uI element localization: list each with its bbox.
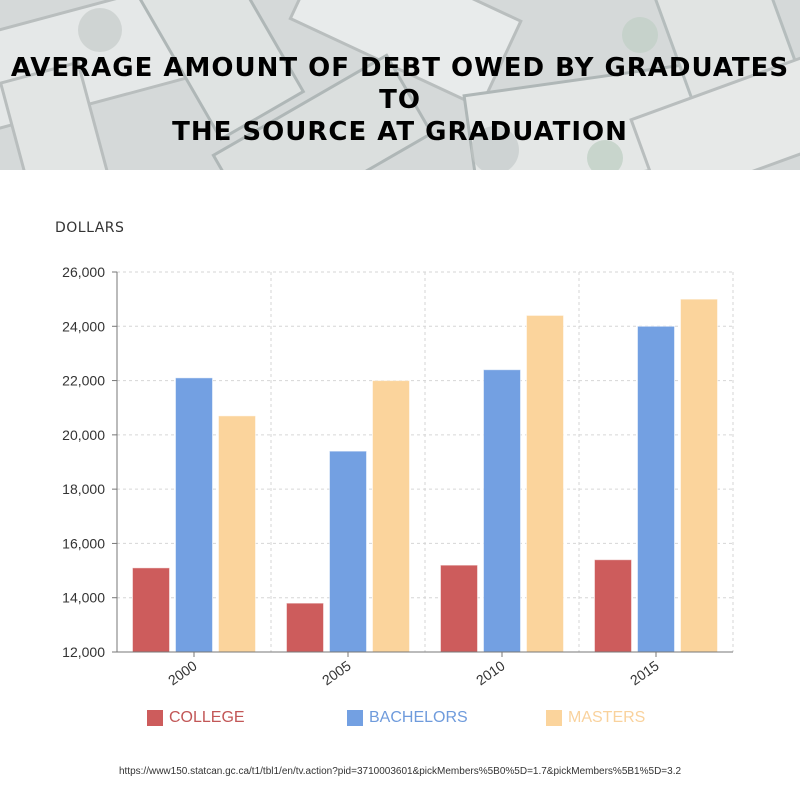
bar-bachelors-2005 [329, 450, 367, 653]
y-tick-label: 26,000 [62, 264, 105, 280]
legend-item-bachelors[interactable]: BACHELORS [347, 708, 468, 728]
legend-swatch-college [147, 710, 163, 726]
legend-label-college: COLLEGE [169, 709, 245, 726]
bar-bachelors-2015 [637, 325, 675, 653]
x-tick-label: 2010 [473, 657, 508, 688]
legend-item-college[interactable]: COLLEGE [147, 708, 245, 728]
legend-label-bachelors: BACHELORS [369, 709, 468, 726]
bar-bachelors-2000 [175, 377, 213, 653]
bar-masters-2010 [526, 314, 564, 653]
bar-college-2015 [594, 559, 632, 653]
bar-masters-2000 [218, 415, 256, 653]
chart-title-line1: AVERAGE AMOUNT OF DEBT OWED BY GRADUATES… [10, 53, 790, 115]
bar-college-2005 [286, 602, 324, 653]
y-tick-label: 14,000 [62, 590, 105, 606]
header-banner: AVERAGE AMOUNT OF DEBT OWED BY GRADUATES… [0, 0, 800, 170]
y-tick-label: 24,000 [62, 318, 105, 334]
legend-swatch-masters [546, 710, 562, 726]
y-tick-label: 12,000 [62, 644, 105, 660]
y-axis-title: DOLLARS [55, 220, 125, 236]
x-tick-label: 2000 [165, 657, 200, 688]
source-url[interactable]: https://www150.statcan.gc.ca/t1/tbl1/en/… [118, 766, 682, 777]
chart-title-line2: THE SOURCE AT GRADUATION [172, 117, 628, 147]
legend-label-masters: MASTERS [568, 709, 646, 726]
y-tick-label: 18,000 [62, 481, 105, 497]
bar-college-2000 [132, 567, 170, 653]
bar-masters-2015 [680, 298, 718, 653]
legend-swatch-bachelors [347, 710, 363, 726]
dollar-bills-background [0, 0, 800, 170]
x-tick-label: 2005 [319, 657, 354, 688]
y-tick-label: 20,000 [62, 427, 105, 443]
y-tick-label: 16,000 [62, 535, 105, 551]
bar-college-2010 [440, 564, 478, 653]
x-tick-label: 2015 [627, 657, 662, 688]
legend-item-masters[interactable]: MASTERS [546, 708, 645, 728]
bar-bachelors-2010 [483, 369, 521, 653]
chart-title: AVERAGE AMOUNT OF DEBT OWED BY GRADUATES… [0, 52, 800, 148]
bar-masters-2005 [372, 380, 410, 653]
y-tick-label: 22,000 [62, 373, 105, 389]
